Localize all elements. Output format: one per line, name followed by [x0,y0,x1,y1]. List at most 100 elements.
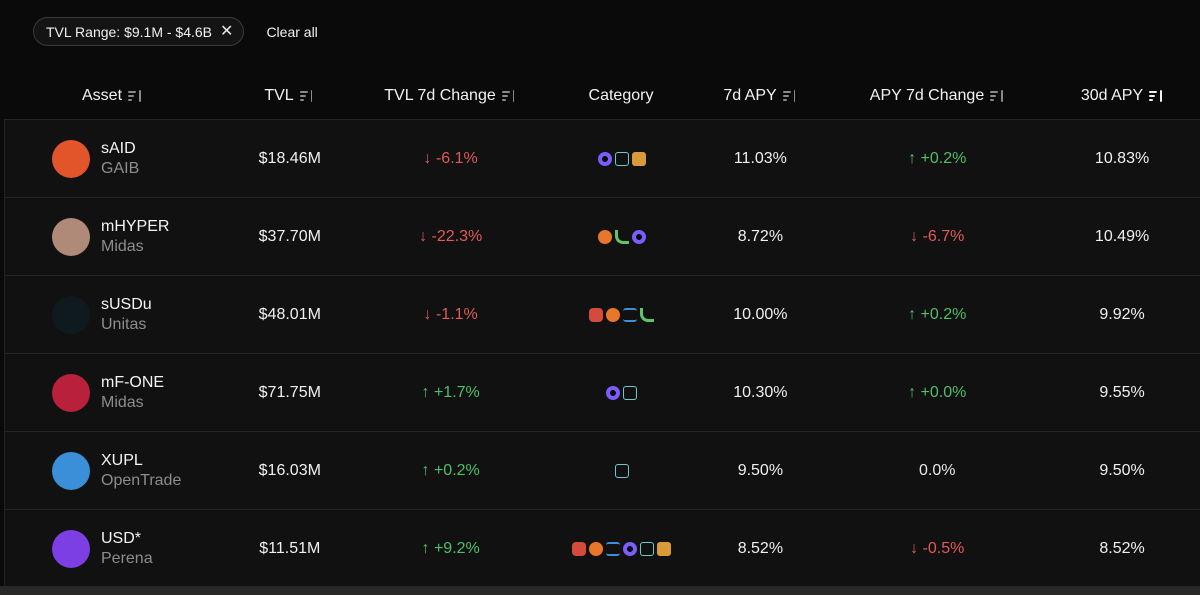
sort-icon[interactable] [501,89,516,103]
category-icons [597,229,646,244]
category-icons [614,463,629,478]
close-icon[interactable]: ✕ [220,22,234,40]
asset-issuer: Unitas [101,315,147,333]
tvl-7d-change-value: ↑ +9.2% [421,539,480,557]
column-header-label: Asset [82,87,123,104]
asset-logo [52,373,90,412]
column-header-30d-apy[interactable]: 30d APY [1044,87,1200,105]
box-icon [631,151,646,166]
asset-issuer: Midas [101,237,144,255]
apy-30d-value: 10.49% [1094,227,1150,245]
table-row[interactable]: USD* Perena $11.51M ↑ +9.2% 8.52% ↓ -0.5… [5,510,1200,588]
bitcoin-icon [606,307,620,322]
category-cell [553,151,691,166]
apy-7d-change-value: ↑ +0.0% [908,383,967,401]
asset-text: sAID GAIB [101,139,139,179]
robot-icon [589,307,603,322]
bitcoin-icon [589,541,603,556]
column-header-tvl-7d-change[interactable]: TVL 7d Change [348,87,552,105]
asset-issuer: Midas [101,393,144,411]
apy-30d-value: 9.55% [1099,383,1145,401]
table-header: Asset TVL TVL 7d Change Category 7d APY … [4,73,1200,120]
apy-7d-value: 9.50% [737,461,784,479]
apy-30d-value: 10.83% [1094,149,1150,167]
category-cell [553,541,691,556]
asset-logo [52,217,90,256]
tvl-value: $16.03M [258,461,321,479]
filter-bar: TVL Range: $9.1M - $4.6B ✕ Clear all [33,17,318,46]
plant-icon [640,307,654,322]
apy-7d-value: 10.30% [733,383,788,401]
category-icons [597,151,646,166]
sort-icon[interactable] [1149,89,1163,103]
tvl-value: $37.70M [258,227,321,245]
table-row[interactable]: sAID GAIB $18.46M ↓ -6.1% 11.03% ↑ +0.2%… [5,120,1200,198]
sort-icon[interactable] [782,89,797,103]
column-header-label: 30d APY [1080,87,1144,104]
chart-icon [623,385,637,400]
apy-7d-value: 8.52% [737,539,784,557]
table-row[interactable]: mF-ONE Midas $71.75M ↑ +1.7% 10.30% ↑ +0… [5,354,1200,432]
tvl-range-filter-chip[interactable]: TVL Range: $9.1M - $4.6B ✕ [33,17,245,46]
apy-30d-value: 9.50% [1099,461,1145,479]
gear-icon [631,229,646,244]
asset-cell: USD* Perena [5,529,231,569]
category-icons [606,385,637,400]
column-header-label: APY 7d Change [869,87,985,104]
asset-symbol: XUPL [101,451,143,469]
gear-icon [597,151,612,166]
column-header-apy-7d-change[interactable]: APY 7d Change [830,87,1044,105]
column-header-category: Category [552,87,690,105]
tvl-value: $11.51M [259,539,321,557]
clear-all-button[interactable]: Clear all [266,23,318,40]
scale-icon [623,307,637,322]
chart-icon [640,541,654,556]
asset-logo [52,295,90,334]
asset-cell: XUPL OpenTrade [5,451,231,491]
plant-icon [614,229,629,244]
apy-7d-value: 11.03% [733,149,787,167]
tvl-7d-change-value: ↓ -1.1% [423,305,478,323]
apy-7d-change-value: ↓ -6.7% [910,227,965,245]
column-header-label: Category [588,87,654,104]
asset-text: mHYPER Midas [101,217,169,257]
tvl-7d-change-value: ↑ +0.2% [421,461,480,479]
category-cell [553,385,691,400]
gear-icon [623,541,637,556]
asset-cell: mF-ONE Midas [5,373,231,413]
apy-7d-change-value: ↑ +0.2% [908,305,967,323]
asset-cell: sAID GAIB [5,139,231,179]
column-header-tvl[interactable]: TVL [230,87,348,105]
apy-30d-value: 8.52% [1099,539,1145,557]
apy-30d-value: 9.92% [1099,305,1145,323]
asset-issuer: OpenTrade [101,471,182,489]
sort-icon[interactable] [128,89,142,103]
column-header-label: TVL 7d Change [384,87,496,104]
sort-icon[interactable] [990,89,1004,103]
box-icon [657,541,671,556]
column-header-asset[interactable]: Asset [4,87,230,105]
asset-text: sUSDu Unitas [101,295,152,335]
asset-logo [52,451,90,490]
gear-icon [606,385,620,400]
table-row[interactable]: sUSDu Unitas $48.01M ↓ -1.1% 10.00% ↑ +0… [5,276,1200,354]
bottom-scrollbar-track [0,586,1200,595]
table-row[interactable]: mHYPER Midas $37.70M ↓ -22.3% 8.72% ↓ -6… [5,198,1200,276]
robot-icon [572,541,586,556]
assets-table: Asset TVL TVL 7d Change Category 7d APY … [4,72,1200,588]
apy-7d-value: 8.72% [737,227,784,245]
asset-symbol: mHYPER [101,217,170,235]
category-cell [553,307,691,322]
category-icons [589,307,654,322]
table-row[interactable]: XUPL OpenTrade $16.03M ↑ +0.2% 9.50% 0.0… [5,432,1200,510]
column-header-label: 7d APY [723,87,777,104]
apy-7d-change-value: 0.0% [918,461,956,479]
filter-chip-label: TVL Range: $9.1M - $4.6B [46,23,213,40]
asset-symbol: sAID [101,139,136,157]
asset-symbol: mF-ONE [101,373,165,391]
scale-icon [606,541,620,556]
asset-symbol: USD* [101,529,142,547]
sort-icon[interactable] [299,89,314,103]
chart-icon [614,463,629,478]
column-header-7d-apy[interactable]: 7d APY [690,87,830,105]
